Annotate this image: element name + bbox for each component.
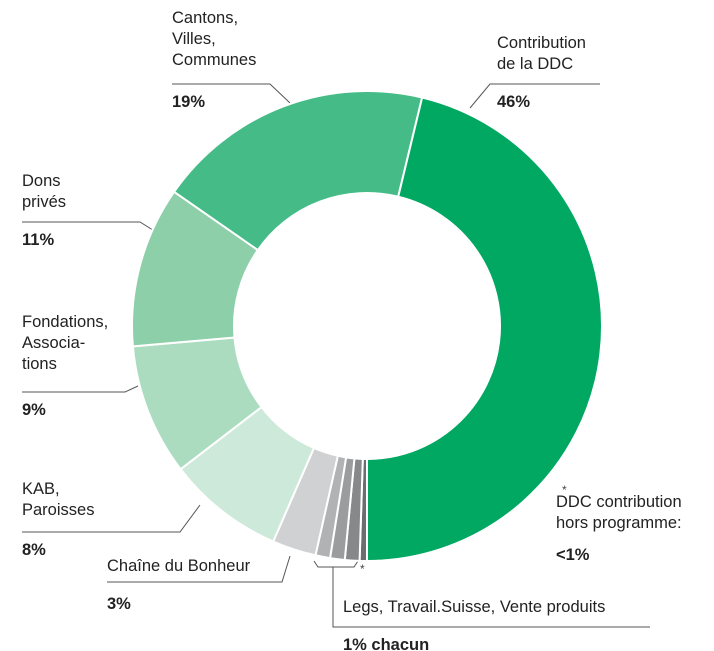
leader-line <box>22 504 201 533</box>
group-label: Legs, Travail.Suisse, Vente produits <box>343 598 606 616</box>
category-label: KAB, Paroisses <box>22 480 95 519</box>
leader-line <box>22 385 139 393</box>
leader-line <box>469 83 600 109</box>
leader-lines <box>22 83 650 628</box>
category-label: Fondations, Associa- tions <box>22 313 109 373</box>
category-label: Cantons, Villes, Communes <box>172 9 257 69</box>
value-label: 9% <box>22 401 46 419</box>
category-label: Dons privés <box>22 172 67 211</box>
value-label: <1% <box>556 546 590 564</box>
leader-line <box>172 83 291 104</box>
group-value-label: 1% chacun <box>343 636 430 651</box>
value-label: 3% <box>107 595 131 613</box>
leader-line <box>22 221 157 233</box>
donut-segment <box>172 90 424 252</box>
bracket <box>313 560 359 568</box>
donut-segment <box>366 96 603 563</box>
leader-line <box>332 567 650 628</box>
value-label: 8% <box>22 541 46 559</box>
note-marker: * <box>360 562 365 576</box>
value-label: 11% <box>22 231 55 249</box>
category-label: Chaîne du Bonheur <box>107 557 251 575</box>
value-label: 19% <box>172 93 206 111</box>
leader-line <box>107 555 291 583</box>
value-label: 46% <box>497 93 531 111</box>
category-label: Contribution de la DDC <box>497 34 586 73</box>
category-label: DDC contribution hors programme: <box>556 493 682 532</box>
note-marker: * <box>562 483 567 497</box>
